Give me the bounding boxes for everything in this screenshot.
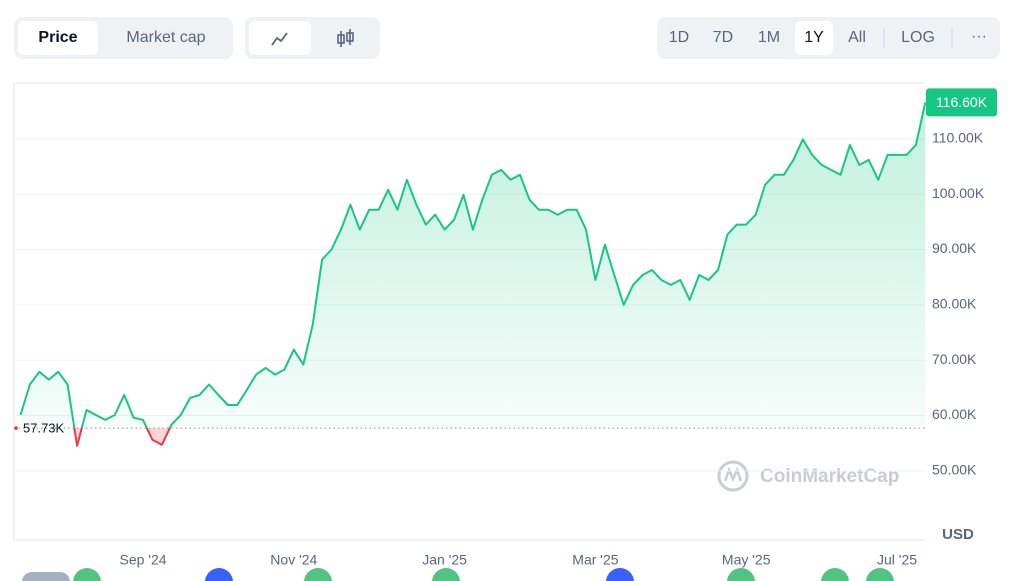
y-tick-label: 70.00K (932, 351, 977, 367)
y-tick-label: 80.00K (932, 296, 977, 312)
price-line (19, 102, 927, 447)
watermark-logo (717, 460, 749, 492)
baseline-label: 57.73K (23, 421, 65, 436)
watermark: CoinMarketCap (760, 466, 899, 487)
price-area (20, 102, 926, 446)
x-tick-label: Mar '25 (572, 552, 618, 568)
last-price-label: 116.60K (936, 94, 988, 110)
line-icon (271, 32, 288, 46)
tab-market-cap[interactable]: Market cap (126, 29, 205, 46)
x-tick-label: May '25 (722, 552, 771, 568)
log-button[interactable]: LOG (901, 29, 935, 46)
more-button[interactable]: ··· (971, 28, 987, 45)
x-tick-label: Nov '24 (270, 552, 317, 568)
x-tick-label: Jan '25 (422, 552, 467, 568)
y-tick-label: 100.00K (932, 185, 985, 201)
y-unit-label: USD (942, 526, 974, 543)
range-button[interactable]: 1M (758, 29, 780, 46)
tab-price[interactable]: Price (38, 29, 77, 46)
y-tick-label: 110.00K (932, 130, 984, 146)
y-tick-label: 50.00K (932, 462, 977, 478)
watermark-logo (723, 466, 743, 483)
event-markers (22, 568, 894, 581)
candle-icon[interactable] (337, 29, 354, 47)
range-button[interactable]: 1D (669, 29, 689, 46)
range-button[interactable]: 1Y (804, 29, 824, 46)
range-active-bg (795, 21, 833, 55)
tab-active-bg (18, 21, 98, 55)
y-tick-label: 60.00K (932, 406, 977, 422)
last-price-badge (926, 88, 997, 117)
range-button[interactable]: 7D (713, 29, 733, 46)
range-button[interactable]: All (848, 29, 866, 46)
line-type-button[interactable] (249, 21, 311, 55)
y-tick-label: 90.00K (932, 240, 977, 256)
baseline-dot (14, 426, 18, 430)
x-tick-label: Sep '24 (120, 552, 167, 568)
x-tick-label: Jul '25 (877, 552, 917, 568)
